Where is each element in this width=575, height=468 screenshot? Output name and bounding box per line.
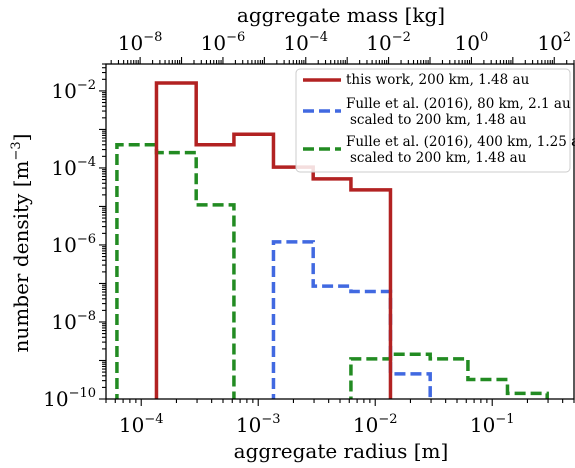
y-axis-label-suffix: ] [9,134,33,142]
x-tick-label: 10−2 [353,412,398,437]
y-tick-label-base: 10 [43,387,68,411]
x-tick-label-exponent: −2 [378,412,397,427]
x2-tick-label-base: 10 [537,31,562,55]
y-tick-label: 10−4 [51,155,96,180]
y-tick-label-exponent: −10 [69,386,96,401]
y-tick-label: 10−10 [43,386,96,411]
y-tick-label-exponent: −4 [77,155,96,170]
x-tick-label-exponent: −4 [144,412,163,427]
x2-tick-label-exponent: −6 [226,30,245,45]
y-tick-label-exponent: −2 [77,78,96,93]
x2-tick-label-exponent: −4 [309,30,328,45]
y-tick-label-base: 10 [51,79,76,103]
x-tick-label: 10−3 [236,412,281,437]
y-tick-label-exponent: −6 [77,232,96,247]
x-tick-label-base: 10 [236,413,261,437]
x2-axis-label: aggregate mass [kg] [237,3,445,27]
x-axis-label: aggregate radius [m] [234,439,449,463]
legend: this work, 200 km, 1.48 au Fulle et al. (… [295,68,575,173]
x-tick-label: 10−1 [470,412,515,437]
x-tick-label-base: 10 [470,413,495,437]
x2-tick-label-base: 10 [201,31,226,55]
x2-tick-label-exponent: 0 [480,30,488,45]
y-axis-label-exponent: −3 [9,141,24,160]
y-tick-label: 10−8 [51,309,96,334]
x2-tick-label: 10−2 [366,30,411,55]
x2-tick-label: 100 [455,30,489,55]
x-tick-label-exponent: −1 [495,412,514,427]
series-line-2 [115,143,549,399]
y-tick-label: 10−2 [51,78,96,103]
legend-label-1-line2: scaled to 200 km, 1.48 au [350,112,527,128]
x2-tick-label: 10−4 [283,30,328,55]
x2-tick-label-base: 10 [455,31,480,55]
y-axis-label-main: number density [m [9,161,33,353]
plot-area [115,81,549,399]
x-tick-label-base: 10 [353,413,378,437]
x-tick-label-exponent: −3 [261,412,280,427]
axes: 10−4 10−3 10−2 10−110−1010−810−610−410−210−… [43,30,575,437]
legend-label-2-line2: scaled to 200 km, 1.48 au [350,150,527,166]
series-line-0 [154,81,393,399]
legend-label-0: this work, 200 km, 1.48 au [346,72,530,88]
y-tick-label-base: 10 [51,156,76,180]
x2-tick-label: 10−6 [201,30,246,55]
x2-tick-label-exponent: −2 [392,30,411,45]
x2-tick-label-base: 10 [118,31,143,55]
legend-label-1: Fulle et al. (2016), 80 km, 2.1 au [346,96,571,112]
x2-tick-label-exponent: −8 [143,30,162,45]
y-tick-label-base: 10 [51,310,76,334]
series-line-1 [271,240,432,399]
legend-box [295,68,571,173]
x2-tick-label-exponent: 2 [563,30,571,45]
y-tick-label: 10−6 [51,232,96,257]
x2-tick-label-base: 10 [366,31,391,55]
x-tick-label-base: 10 [119,413,144,437]
x2-tick-label: 10−8 [118,30,163,55]
x2-tick-label: 102 [537,30,571,55]
y-tick-label-exponent: −8 [77,309,96,324]
y-axis-label: number density [m−3] [9,134,33,353]
x2-tick-label-base: 10 [283,31,308,55]
legend-label-2: Fulle et al. (2016), 400 km, 1.25 au [346,134,575,150]
x-tick-label: 10−4 [119,412,164,437]
y-tick-label-base: 10 [51,233,76,257]
